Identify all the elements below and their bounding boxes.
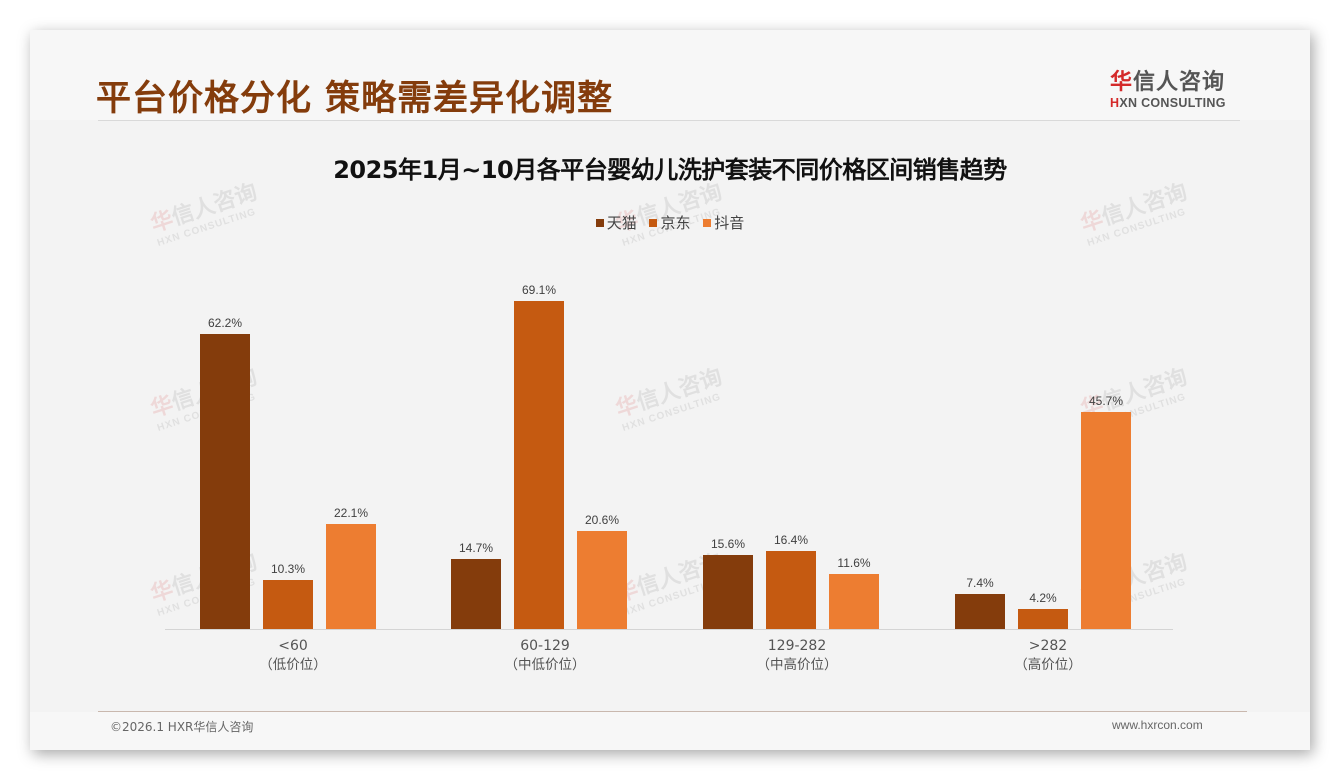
header-divider [98, 120, 1240, 121]
legend-item-jd: 京东 [649, 212, 691, 233]
bar [577, 531, 627, 629]
bar [326, 524, 376, 629]
legend-swatch-icon [649, 219, 658, 227]
chart-legend: 天猫 京东 抖音 [30, 212, 1310, 233]
page-title: 平台价格分化 策略需差异化调整 [96, 79, 614, 119]
bar [955, 594, 1005, 629]
x-axis-line [165, 629, 1173, 630]
data-label: 69.1% [521, 283, 557, 297]
category-label: >282 [1028, 638, 1068, 654]
category-sublabel: （中低价位） [504, 657, 586, 673]
x-axis-category: 129-282 （中高价位） [697, 637, 897, 675]
category-label: 60-129 [520, 638, 570, 654]
bar [1018, 609, 1068, 629]
legend-label: 天猫 [606, 214, 637, 232]
logo-en: HXN CONSULTING [1110, 96, 1250, 110]
category-label: 129-282 [767, 638, 827, 654]
bar [263, 580, 313, 629]
bar [766, 551, 816, 629]
logo-cn-text: 信人咨询 [1133, 70, 1226, 95]
legend-item-douyin: 抖音 [703, 212, 744, 233]
bar [514, 301, 564, 629]
data-label: 62.2% [207, 316, 243, 330]
company-logo: 华信人咨询 HXN CONSULTING [1110, 64, 1250, 110]
footer-website: www.hxrcon.com [1112, 718, 1203, 732]
logo-mark: 华 [1110, 70, 1134, 95]
data-label: 11.6% [837, 556, 871, 570]
data-label: 15.6% [710, 537, 746, 551]
bar [451, 559, 501, 629]
chart-title: 2025年1月~10月各平台婴幼儿洗护套装不同价格区间销售趋势 [333, 156, 1007, 184]
footer-divider [98, 711, 1247, 712]
bar [829, 574, 879, 629]
data-label: 45.7% [1088, 394, 1124, 408]
x-axis-category: >282 （高价位） [948, 637, 1148, 675]
header-band [30, 30, 1310, 120]
data-label: 16.4% [773, 533, 809, 547]
legend-item-tmall: 天猫 [595, 212, 637, 233]
legend-label: 京东 [660, 214, 691, 232]
category-label: <60 [278, 638, 308, 654]
data-label: 22.1% [333, 506, 369, 520]
slide: 平台价格分化 策略需差异化调整 华信人咨询 HXN CONSULTING 华信人… [30, 30, 1310, 750]
data-label: 4.2% [1029, 591, 1057, 605]
legend-swatch-icon [595, 219, 604, 227]
x-axis-category: <60 （低价位） [193, 637, 393, 675]
category-sublabel: （高价位） [1014, 657, 1082, 673]
category-sublabel: （中高价位） [756, 657, 838, 673]
x-axis-category: 60-129 （中低价位） [445, 637, 645, 675]
logo-en-mark: H [1110, 96, 1120, 110]
plot-area: 62.2% 10.3% 22.1% 14.7% 69.1% 20.6% 15.6% 16.4%… [165, 270, 1173, 630]
footer-band [30, 712, 1310, 750]
data-label: 20.6% [584, 513, 620, 527]
category-sublabel: （低价位） [259, 657, 327, 673]
legend-swatch-icon [703, 219, 712, 227]
bar [1081, 412, 1131, 629]
bar [200, 334, 250, 629]
footer-copyright: ©2026.1 HXR华信人咨询 [110, 720, 254, 734]
logo-en-text: XN CONSULTING [1119, 96, 1226, 110]
bar [703, 555, 753, 629]
logo-cn: 华信人咨询 [1110, 64, 1250, 96]
data-label: 14.7% [458, 541, 494, 555]
data-label: 7.4% [966, 576, 994, 590]
data-label: 10.3% [270, 562, 306, 576]
legend-label: 抖音 [714, 214, 745, 232]
